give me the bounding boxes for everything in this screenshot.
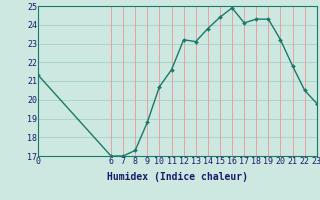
X-axis label: Humidex (Indice chaleur): Humidex (Indice chaleur): [107, 172, 248, 182]
